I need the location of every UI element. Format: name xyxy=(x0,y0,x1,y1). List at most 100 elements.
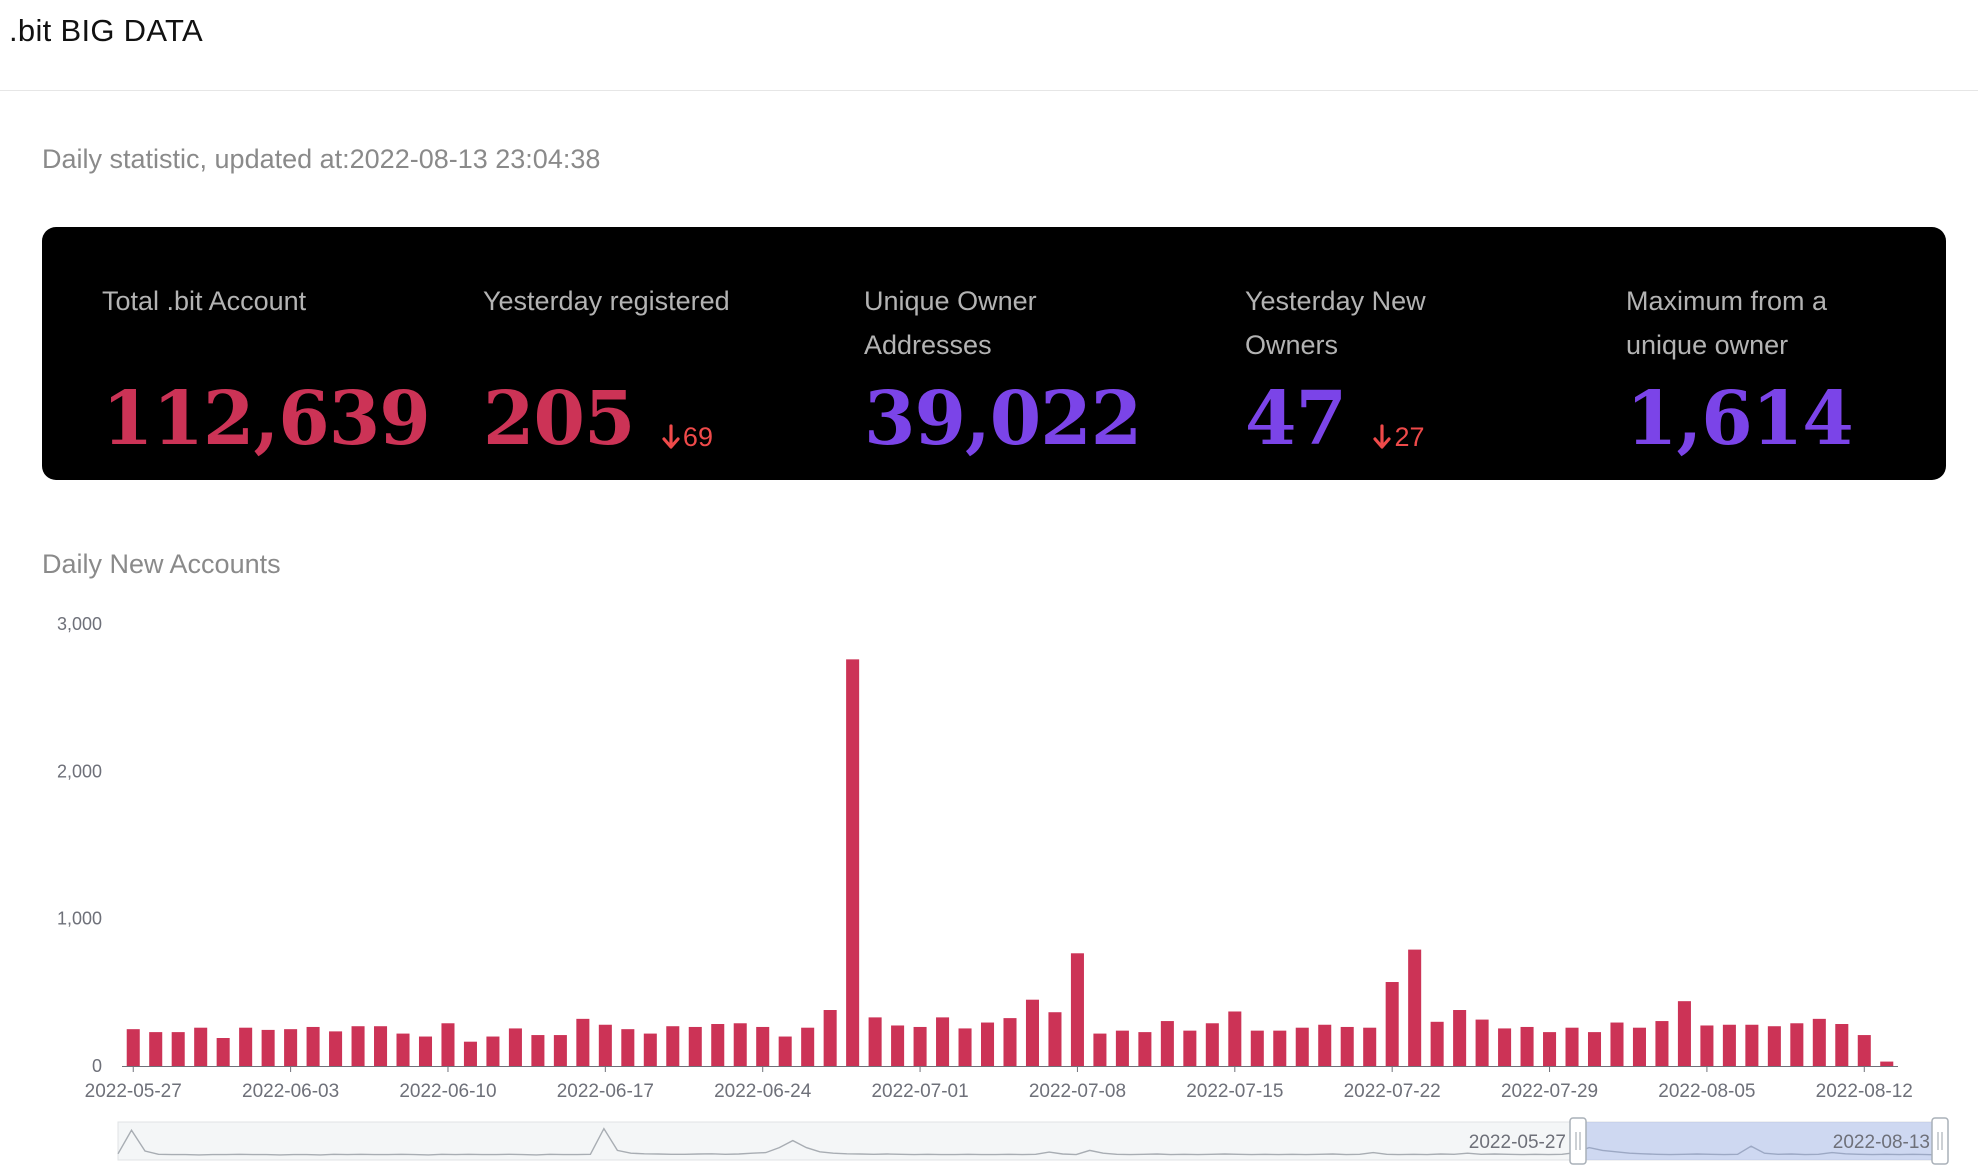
bar xyxy=(1565,1027,1579,1066)
app-title: .bit BIG DATA xyxy=(9,13,203,48)
bar xyxy=(868,1017,882,1066)
bar xyxy=(1048,1012,1062,1066)
bar xyxy=(1363,1027,1377,1066)
bar xyxy=(1070,953,1084,1066)
bar xyxy=(666,1026,680,1066)
bar xyxy=(1115,1030,1129,1066)
stat-value: 205 xyxy=(483,376,635,462)
bar xyxy=(418,1036,433,1066)
bar xyxy=(1408,949,1422,1066)
x-tick-label: 2022-07-22 xyxy=(1344,1081,1441,1102)
bar xyxy=(1385,982,1399,1066)
bar xyxy=(1453,1010,1467,1066)
bar xyxy=(1543,1032,1557,1066)
bar xyxy=(486,1036,500,1066)
stat-yesterday-new-owners: Yesterday New Owners 47 27 xyxy=(1245,279,1495,459)
bar xyxy=(801,1027,815,1066)
y-tick-label: 1,000 xyxy=(57,909,102,929)
daily-new-accounts-chart: 0 1,000 2,000 3,000 2022-05-27 2022-06-03 2022… xyxy=(57,614,1949,1165)
y-tick-label: 3,000 xyxy=(57,614,102,634)
bar xyxy=(1700,1025,1714,1066)
stat-unique-owners: Unique Owner Addresses 39,022 xyxy=(864,279,1144,459)
chart-title: Daily New Accounts xyxy=(42,549,281,579)
x-tick-label: 2022-07-29 xyxy=(1501,1081,1598,1102)
stat-label: Total .bit Account xyxy=(102,286,307,316)
stat-label: Yesterday registered xyxy=(483,286,730,316)
bar xyxy=(598,1024,612,1066)
stat-delta-value: 69 xyxy=(682,422,713,452)
x-tick-label: 2022-07-15 xyxy=(1186,1081,1283,1102)
x-tick-label: 2022-05-27 xyxy=(85,1081,182,1102)
bar xyxy=(1318,1024,1332,1066)
updated-timestamp: Daily statistic, updated at:2022-08-13 2… xyxy=(42,144,601,174)
bar xyxy=(351,1026,365,1066)
bar xyxy=(396,1033,410,1066)
zoom-overview-line xyxy=(117,1127,1941,1156)
bar xyxy=(1767,1026,1781,1066)
bar xyxy=(1587,1032,1602,1066)
bar xyxy=(846,659,860,1066)
bar xyxy=(1250,1030,1264,1066)
bar xyxy=(1295,1027,1309,1066)
bar xyxy=(171,1032,185,1066)
bar xyxy=(1812,1018,1826,1066)
bar xyxy=(284,1029,298,1066)
bar xyxy=(441,1023,455,1066)
bar xyxy=(778,1036,792,1066)
bar xyxy=(306,1026,320,1066)
bar xyxy=(1677,1001,1691,1066)
bar xyxy=(756,1026,770,1066)
bar xyxy=(1475,1019,1489,1066)
stat-label: Yesterday New Owners xyxy=(1245,286,1426,360)
bar xyxy=(1183,1030,1197,1066)
stat-total-accounts: Total .bit Account 112,639 xyxy=(102,279,462,459)
bar xyxy=(643,1033,657,1066)
bar xyxy=(913,1026,927,1066)
bar xyxy=(1722,1024,1736,1066)
bar xyxy=(216,1038,230,1066)
bar xyxy=(1610,1022,1624,1066)
bar xyxy=(733,1023,747,1066)
x-tick-label: 2022-06-03 xyxy=(242,1081,339,1102)
stats-panel: Total .bit Account 112,639 Yesterday reg… xyxy=(42,227,1946,480)
bar xyxy=(463,1041,477,1066)
bar xyxy=(1228,1011,1242,1066)
bar xyxy=(149,1032,163,1066)
bar xyxy=(1093,1033,1107,1066)
stat-label: Maximum from a unique owner xyxy=(1626,286,1828,360)
stat-label: Unique Owner Addresses xyxy=(864,286,1037,360)
bar xyxy=(621,1029,635,1066)
zoom-handle[interactable] xyxy=(1931,1117,1949,1165)
stat-value: 1,614 xyxy=(1626,376,1854,462)
x-tick-label: 2022-06-24 xyxy=(714,1081,812,1102)
bar xyxy=(1160,1021,1174,1066)
bar xyxy=(1003,1018,1017,1066)
bar xyxy=(936,1017,950,1066)
bar xyxy=(576,1018,590,1066)
bar xyxy=(508,1028,522,1066)
bar xyxy=(1857,1035,1871,1066)
bar xyxy=(1655,1021,1669,1066)
bar xyxy=(1745,1024,1759,1066)
top-bar: .bit BIG DATA xyxy=(0,0,1978,91)
x-tick-label: 2022-06-10 xyxy=(399,1081,496,1102)
x-tick-label: 2022-06-17 xyxy=(557,1081,654,1102)
bar xyxy=(126,1029,140,1066)
stat-delta: 69 xyxy=(661,422,713,453)
bar xyxy=(980,1022,995,1066)
bar xyxy=(1205,1023,1219,1066)
bar xyxy=(1835,1024,1849,1066)
bar xyxy=(1430,1021,1444,1066)
bar xyxy=(823,1010,837,1066)
bar xyxy=(891,1025,905,1066)
bar xyxy=(1025,999,1040,1066)
zoom-start-label: 2022-05-27 xyxy=(1469,1132,1566,1153)
stat-delta-value: 27 xyxy=(1394,422,1425,452)
bar xyxy=(1880,1061,1894,1066)
bar xyxy=(531,1035,545,1066)
zoom-end-label: 2022-08-13 xyxy=(1833,1132,1930,1153)
bar xyxy=(688,1026,702,1066)
x-tick-label: 2022-07-08 xyxy=(1029,1081,1126,1102)
zoom-handle[interactable] xyxy=(1569,1117,1587,1165)
arrow-down-icon xyxy=(1373,424,1392,449)
